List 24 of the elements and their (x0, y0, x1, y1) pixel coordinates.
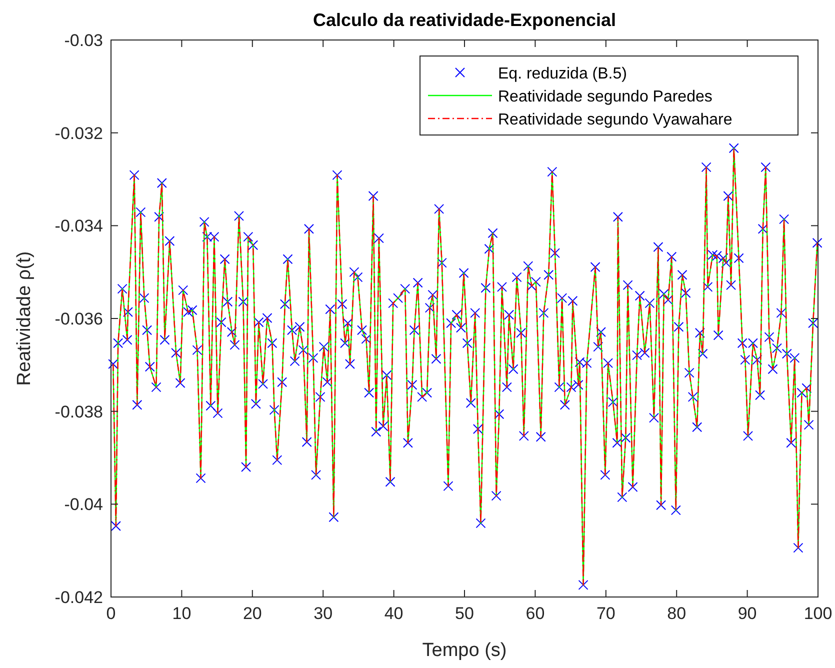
x-tick-label: 80 (667, 604, 686, 623)
x-tick-label: 100 (804, 604, 832, 623)
chart-title: Calculo da reatividade-Exponencial (312, 10, 616, 30)
x-tick-label: 10 (172, 604, 192, 623)
y-tick-label: -0.03 (64, 31, 103, 50)
x-axis-title: Tempo (s) (422, 640, 507, 661)
x-tick-label: 70 (596, 604, 616, 623)
legend-label: Reatividade segundo Paredes (498, 88, 712, 106)
x-tick-label: 30 (314, 604, 333, 623)
legend-label: Eq. reduzida (B.5) (498, 66, 627, 82)
y-tick-label: -0.038 (54, 402, 103, 422)
y-axis-title: Reatividade ρ(t) (14, 251, 35, 386)
x-tick-label: 0 (106, 604, 116, 623)
x-tick-label: 90 (738, 604, 757, 623)
legend-label: Reatividade segundo Vyawahare (498, 112, 732, 128)
y-tick-label: -0.042 (54, 588, 103, 607)
x-tick-label: 60 (526, 604, 545, 623)
y-tick-label: -0.04 (64, 495, 103, 514)
y-tick-label: -0.032 (54, 124, 103, 143)
x-tick-label: 20 (242, 604, 262, 623)
y-tick-label: -0.034 (54, 216, 103, 236)
y-tick-label: -0.036 (54, 310, 103, 328)
x-tick-label: 50 (455, 604, 474, 623)
x-tick-label: 40 (384, 604, 404, 623)
